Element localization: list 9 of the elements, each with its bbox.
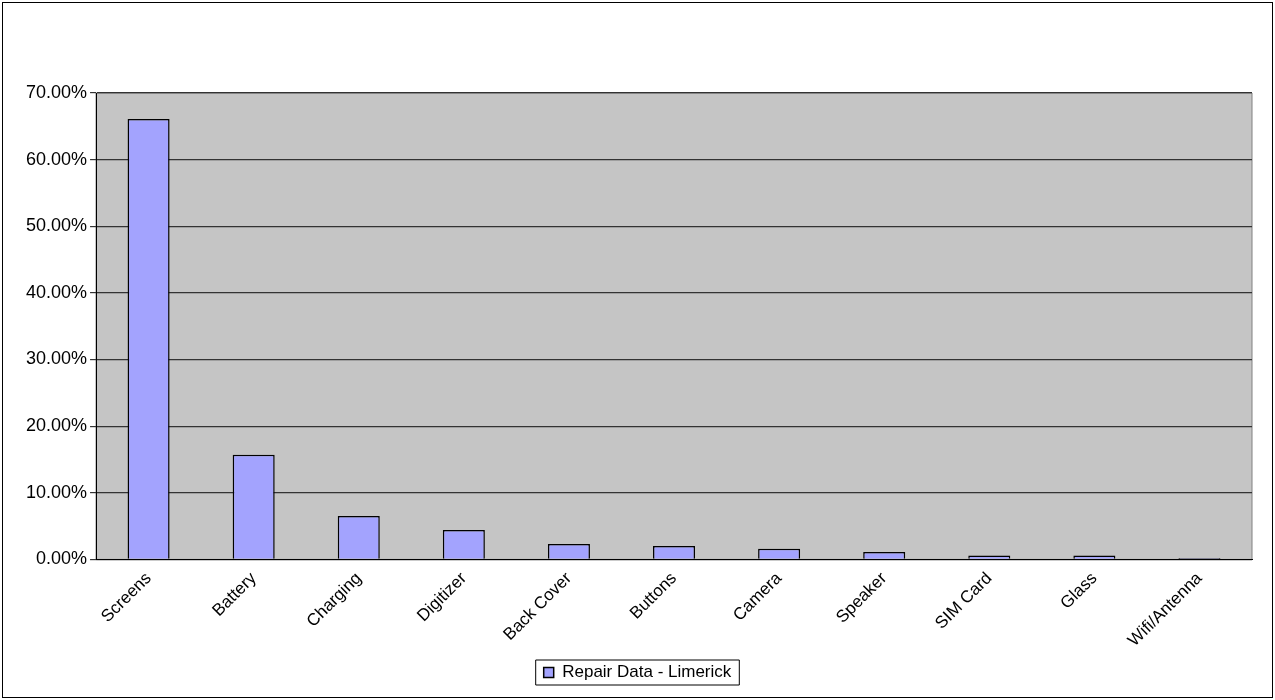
- y-tick-label: 60.00%: [25, 148, 88, 169]
- y-tick-label: 10.00%: [25, 481, 88, 502]
- y-tick-label: 0.00%: [36, 548, 88, 569]
- legend-label: Repair Data - Limerick: [562, 662, 732, 682]
- y-tick-label: 30.00%: [25, 348, 88, 369]
- y-tick-label: 20.00%: [25, 415, 88, 436]
- y-tick-label: 40.00%: [25, 281, 88, 302]
- y-tick-label: 50.00%: [25, 215, 88, 236]
- y-tick-label: 70.00%: [25, 81, 88, 102]
